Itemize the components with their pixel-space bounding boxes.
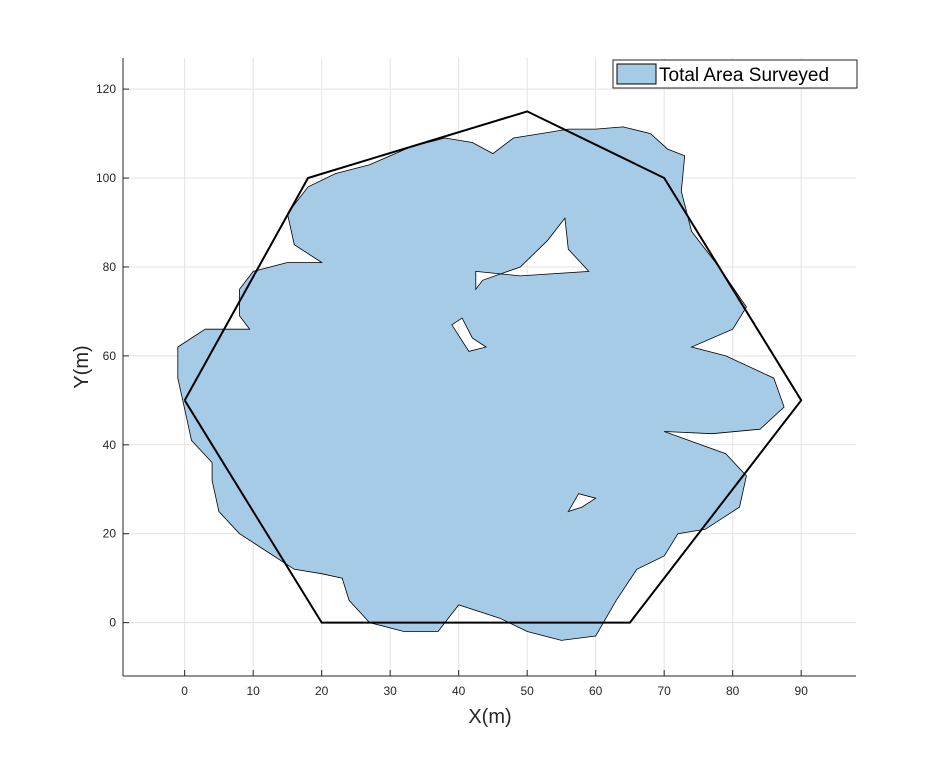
x-tick-label: 80: [726, 684, 740, 698]
x-tick-label: 60: [589, 684, 603, 698]
y-tick-label: 0: [109, 616, 116, 630]
x-tick-label: 50: [520, 684, 534, 698]
boundary-hexagon-line: [183, 110, 803, 624]
y-tick-label: 40: [103, 438, 117, 452]
x-axis-label: X(m): [468, 706, 511, 728]
x-tick-label: 20: [315, 684, 329, 698]
y-tick-label: 80: [103, 260, 117, 274]
legend-swatch: [616, 63, 657, 85]
legend: Total Area Surveyed: [612, 59, 858, 89]
y-tick-label: 20: [103, 527, 117, 541]
ticks: 0 10 20 30 40 50 60 70 80 90 0 20 40 60 80 100 120: [96, 82, 808, 698]
survey-area-region: [177, 126, 785, 641]
x-tick-label: 90: [795, 684, 809, 698]
x-tick-label: 10: [246, 684, 260, 698]
y-tick-label: 60: [103, 349, 117, 363]
y-tick-label: 100: [96, 171, 116, 185]
y-tick-label: 120: [96, 82, 116, 96]
y-axis-label: Y(m): [71, 345, 93, 388]
axes: [122, 58, 856, 677]
legend-entry-label: Total Area Surveyed: [659, 65, 829, 86]
x-tick-label: 30: [383, 684, 397, 698]
x-tick-label: 0: [181, 684, 188, 698]
x-tick-label: 40: [452, 684, 466, 698]
x-tick-label: 70: [658, 684, 672, 698]
